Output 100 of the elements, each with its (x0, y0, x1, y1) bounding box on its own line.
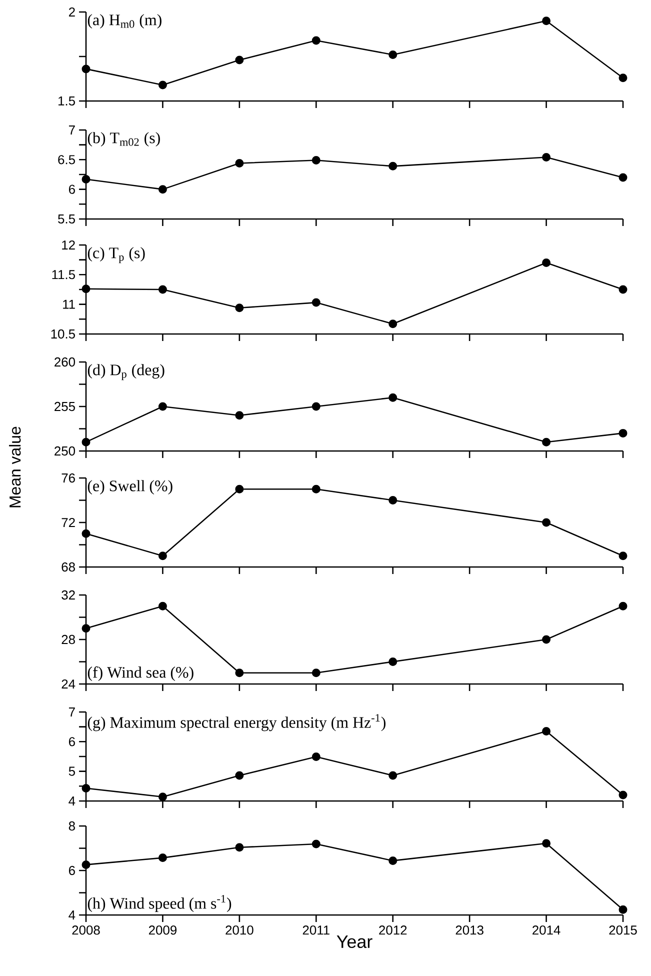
y-tick-label: 7 (69, 126, 75, 134)
y-tick-label: 10.5 (51, 329, 75, 339)
y-tick-label: 4 (68, 910, 76, 920)
y-tick-label: 2 (68, 7, 75, 17)
point (235, 771, 244, 780)
point (82, 284, 90, 294)
y-tick-label: 11.5 (52, 270, 75, 280)
point (82, 64, 90, 74)
point (618, 74, 628, 82)
point (388, 657, 398, 666)
y-tick-label: 1.5 (58, 96, 75, 106)
y-tick-label: 7 (69, 708, 75, 716)
x-tick-label: 2009 (148, 926, 177, 935)
point (542, 438, 551, 446)
point (542, 153, 551, 162)
point (158, 285, 167, 294)
x-tick-label: 2010 (226, 926, 254, 935)
point (82, 624, 90, 633)
y-tick-label: 5 (68, 766, 75, 776)
point (618, 905, 628, 914)
y-tick-label: 28 (62, 634, 75, 644)
y-tick-label: 6.5 (58, 155, 75, 164)
y-tick-label: 5.5 (58, 214, 75, 224)
point (82, 784, 90, 792)
point (618, 173, 628, 182)
chart-title: (e) Swell (%) (88, 480, 172, 495)
point (82, 860, 90, 869)
text: (f) Wind sea (%) (88, 666, 194, 682)
chart-title: (c) T$_{p}$ (s) (88, 247, 145, 264)
point (158, 552, 167, 560)
chart-title: (a) H$_{m0}$ (m) (88, 14, 162, 29)
y-axis-title: Mean value (9, 426, 21, 508)
point (388, 771, 398, 780)
x-tick-label: 2013 (456, 926, 484, 935)
y-tick-label: 4 (68, 796, 76, 806)
x-tick-label: 2012 (379, 926, 407, 935)
point (235, 843, 244, 852)
y-tick-label: 6 (68, 184, 75, 194)
point (235, 668, 244, 678)
point (312, 484, 320, 494)
y-tick-label: 68 (62, 562, 75, 572)
y-tick-label: 72 (62, 518, 75, 528)
point (312, 298, 320, 307)
y-tick-label: 250 (54, 446, 76, 456)
point (158, 854, 167, 862)
chart-title: (g) Maximum spectral energy density (m Hz$^{-1}$) (88, 714, 386, 732)
point (82, 438, 90, 446)
y-tick-label: 32 (62, 590, 75, 600)
point (388, 320, 398, 328)
point (235, 158, 244, 168)
x-axis-title: Year (336, 936, 372, 948)
chart-title: (b) T$_{m02}$ (s) (88, 132, 160, 147)
point (542, 635, 551, 644)
y-tick-label: 260 (54, 357, 76, 367)
point (158, 402, 167, 411)
point (542, 839, 551, 848)
y-tick-label: 255 (54, 402, 75, 412)
point (312, 840, 320, 848)
point (158, 602, 167, 610)
point (388, 393, 398, 402)
text: (h) Wind speed (m s$^{-1}$) (88, 895, 232, 912)
point (235, 411, 244, 420)
y-tick-label: 6 (68, 866, 75, 876)
point (618, 552, 628, 560)
y-tick-label: 24 (62, 679, 76, 689)
y-tick-label: 8 (68, 821, 75, 831)
point (542, 518, 551, 527)
point (618, 790, 628, 800)
point (158, 185, 167, 194)
point (312, 668, 320, 678)
point (388, 496, 398, 504)
point (388, 50, 398, 59)
point (312, 402, 320, 411)
point (158, 80, 167, 90)
point (312, 752, 320, 762)
point (312, 36, 320, 45)
point (618, 428, 628, 438)
point (618, 602, 628, 610)
y-tick-label: 6 (68, 737, 75, 746)
x-tick-label: 2008 (72, 926, 100, 935)
y-tick-label: 12 (62, 240, 75, 250)
point (235, 56, 244, 64)
point (618, 285, 628, 294)
point (82, 174, 90, 184)
x-tick-label: 2015 (609, 926, 637, 935)
point (542, 727, 551, 736)
y-tick-label: 76 (62, 473, 75, 483)
point (542, 258, 551, 268)
point (542, 16, 551, 26)
point (158, 792, 167, 802)
chart-title: (d) D$_{p}$ (deg) (88, 364, 164, 380)
y-tick-label: 11 (63, 300, 75, 309)
point (235, 304, 244, 312)
x-tick-label: 2014 (532, 926, 560, 935)
point (388, 162, 398, 170)
point (235, 484, 244, 494)
point (82, 529, 90, 538)
point (388, 856, 398, 865)
point (312, 156, 320, 164)
x-tick-label: 2011 (302, 926, 330, 935)
